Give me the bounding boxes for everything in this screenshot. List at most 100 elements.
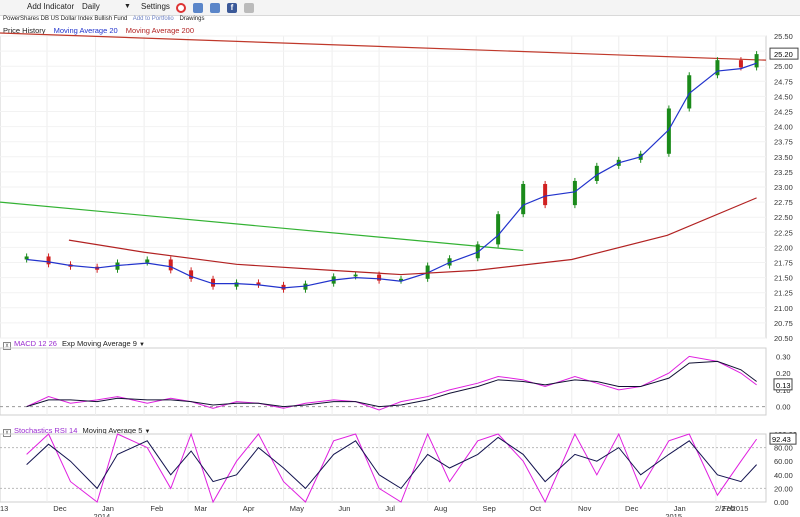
price-tick-label: 24.50 xyxy=(774,92,793,101)
x-tick-label: Mar xyxy=(194,504,207,513)
ma20-line xyxy=(26,62,757,289)
stoch-tick-label: 20.00 xyxy=(774,484,793,493)
price-tick-label: 20.50 xyxy=(774,334,793,343)
add-indicator-button[interactable]: Add Indicator xyxy=(27,2,75,11)
panel-frame-2 xyxy=(0,433,767,503)
price-tick-label: 25.00 xyxy=(774,62,793,71)
settings-button[interactable]: Settings xyxy=(141,2,170,11)
macd-tick-label: 0.30 xyxy=(776,352,791,361)
legend-price[interactable]: Price History xyxy=(3,26,46,35)
x-tick-label: Jan xyxy=(674,504,686,513)
candle-body xyxy=(754,54,759,68)
candle-body xyxy=(399,278,404,281)
stoch-ma-label[interactable]: Moving Average 5 xyxy=(82,426,143,435)
legend-ma20[interactable]: Moving Average 20 xyxy=(53,26,118,35)
stoch-last-value: 92.43 xyxy=(772,435,791,444)
close-icon[interactable]: x xyxy=(3,429,11,437)
record-icon[interactable] xyxy=(176,3,186,13)
macd-label[interactable]: MACD 12 26 xyxy=(14,339,57,348)
stoch-label[interactable]: Stochastics RSI 14 xyxy=(14,426,78,435)
stoch-rsi-line xyxy=(26,432,758,504)
price-tick-label: 25.50 xyxy=(774,32,793,41)
x-tick-label: Dec xyxy=(53,504,67,513)
chart-subtitle: PowerShares DB US Dollar Index Bullish F… xyxy=(3,16,208,22)
macd-panel-label: x MACD 12 26 Exp Moving Average 9 ▼ xyxy=(3,339,145,350)
price-tick-label: 23.00 xyxy=(774,183,793,192)
macd-signal-label[interactable]: Exp Moving Average 9 xyxy=(62,339,137,348)
close-icon[interactable]: x xyxy=(3,342,11,350)
candle-body xyxy=(256,282,261,285)
price-tick-label: 22.50 xyxy=(774,213,793,222)
candle-body xyxy=(715,60,720,76)
price-tick-label: 23.25 xyxy=(774,168,793,177)
x-tick-label: Jan xyxy=(102,504,114,513)
price-tick-label: 22.25 xyxy=(774,228,793,237)
price-tick-label: 20.75 xyxy=(774,319,793,328)
legend-ma200[interactable]: Moving Average 200 xyxy=(125,26,195,35)
price-tick-label: 23.50 xyxy=(774,153,793,162)
drawings-link[interactable]: Drawings xyxy=(179,16,205,22)
stoch-tick-label: 40.00 xyxy=(774,471,793,480)
x-year-label: 2015 xyxy=(665,512,682,517)
share-icon[interactable] xyxy=(210,3,220,13)
candle-body xyxy=(738,60,743,68)
trendline-red xyxy=(0,32,767,61)
stoch-tick-label: 60.00 xyxy=(774,457,793,466)
stoch-panel-label: x Stochastics RSI 14 Moving Average 5 ▼ xyxy=(3,426,150,437)
facebook-icon[interactable]: f xyxy=(227,3,237,13)
toolbar: Add Indicator Daily ▼ Settings f xyxy=(0,0,800,16)
chevron-down-icon[interactable]: ▼ xyxy=(139,342,145,348)
price-tick-label: 22.75 xyxy=(774,198,793,207)
x-tick-label: Apr xyxy=(243,504,255,513)
candle-body xyxy=(666,108,671,154)
candle-body xyxy=(687,75,692,109)
ma200-line xyxy=(68,197,757,276)
candle-body xyxy=(572,180,577,206)
stoch-ma-line xyxy=(26,436,757,490)
candle-body xyxy=(543,183,548,206)
trendline-green xyxy=(0,201,524,252)
stoch-tick-label: 80.00 xyxy=(774,444,793,453)
x-tick-label: 2/27/2015 xyxy=(715,504,748,513)
price-tick-label: 21.00 xyxy=(774,304,793,313)
price-tick-label: 22.00 xyxy=(774,243,793,252)
x-tick-label: Feb xyxy=(150,504,163,513)
candle-body xyxy=(24,256,29,260)
x-tick-label: May xyxy=(290,504,304,513)
interval-select[interactable]: Daily xyxy=(82,2,100,11)
candle-body xyxy=(189,270,194,279)
x-tick-label: Jul xyxy=(385,504,395,513)
macd-tick-label: 0.10 xyxy=(776,386,791,395)
last-price-value: 25.20 xyxy=(774,50,793,59)
x-tick-label: 13 xyxy=(0,504,8,513)
chevron-down-icon[interactable]: ▼ xyxy=(124,3,131,10)
last-price-badge xyxy=(769,47,799,60)
price-tick-label: 24.00 xyxy=(774,123,793,132)
x-tick-label: Dec xyxy=(625,504,639,513)
macd-last-value: 0.13 xyxy=(776,381,791,390)
price-tick-label: 24.25 xyxy=(774,108,793,117)
candle-body xyxy=(211,278,216,287)
candle-body xyxy=(521,183,526,215)
x-tick-label: Sep xyxy=(482,504,495,513)
x-tick-label: Aug xyxy=(434,504,447,513)
macd-signal-line xyxy=(26,360,757,408)
macd-last-badge xyxy=(773,378,793,391)
fund-name: PowerShares DB US Dollar Index Bullish F… xyxy=(3,16,128,22)
candle-body xyxy=(475,244,480,259)
candle-body xyxy=(168,259,173,271)
x-tick-label: Jun xyxy=(338,504,350,513)
bar-chart-icon[interactable] xyxy=(193,3,203,13)
email-icon[interactable] xyxy=(244,3,254,13)
candle-body xyxy=(234,282,239,287)
add-to-portfolio-link[interactable]: Add to Portfolio xyxy=(132,16,174,22)
candle-body xyxy=(303,283,308,290)
chevron-down-icon[interactable]: ▼ xyxy=(144,429,151,435)
stoch-last-badge xyxy=(769,432,797,445)
price-tick-label: 21.50 xyxy=(774,274,793,283)
macd-tick-label: 0.00 xyxy=(776,403,791,412)
x-tick-label: Oct xyxy=(529,504,542,513)
x-tick-label: Nov xyxy=(578,504,592,513)
stoch-tick-label: 0.00 xyxy=(774,498,789,507)
